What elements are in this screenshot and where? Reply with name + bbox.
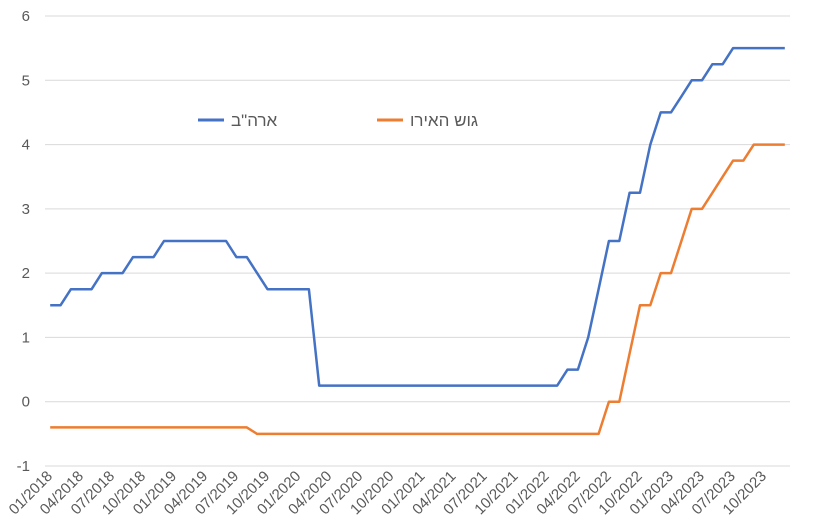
y-axis-tick-labels: -1 0 1 2 3 4 5 6 (17, 8, 30, 475)
legend-label-us: ארה"ב (231, 111, 278, 130)
y-tick-label: -1 (17, 458, 30, 475)
y-tick-label: 0 (22, 394, 30, 411)
series-line-us (50, 46, 785, 387)
y-tick-label: 1 (22, 329, 30, 346)
y-tick-label: 4 (22, 137, 30, 154)
series-line-eurozone (50, 143, 785, 436)
y-tick-label: 2 (22, 265, 30, 282)
y-tick-label: 5 (22, 72, 30, 89)
legend-label-eurozone: גוש האירו (410, 111, 478, 130)
gridlines (45, 15, 790, 467)
legend: ארה"ב גוש האירו (198, 111, 478, 130)
series-lines (50, 46, 785, 436)
y-tick-label: 3 (22, 201, 30, 218)
x-axis-tick-labels: 01/201804/201807/201810/201801/201904/20… (6, 468, 770, 518)
y-tick-label: 6 (22, 8, 30, 25)
